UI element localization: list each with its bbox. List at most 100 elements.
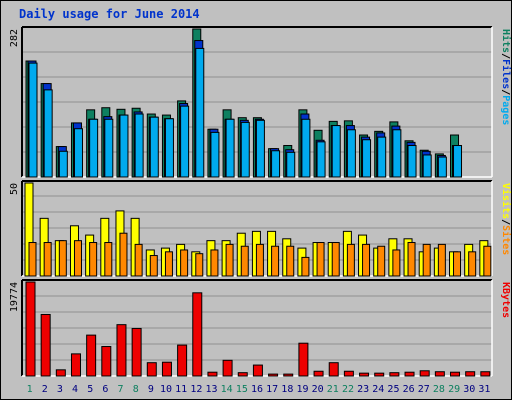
pages-bar: [362, 139, 372, 178]
panel-3-legend: KBytes: [500, 282, 511, 318]
pages-bar: [377, 136, 387, 178]
kbytes-bar: [86, 334, 97, 377]
pages-bar: [437, 156, 447, 178]
legend-entry: Files: [500, 59, 512, 89]
sites-bar: [468, 251, 477, 277]
sites-bar: [316, 242, 325, 277]
pages-bar: [104, 118, 114, 178]
sites-bar: [301, 256, 310, 277]
pages-bar: [407, 145, 417, 178]
y-max-label: 50: [9, 183, 20, 195]
legend-entry: /: [500, 53, 511, 59]
sites-bar: [483, 245, 492, 277]
day-label: 3: [57, 384, 63, 395]
day-label: 23: [357, 384, 369, 395]
kbytes-bar: [40, 313, 51, 377]
kbytes-bar: [116, 324, 127, 377]
pages-bar: [422, 154, 432, 178]
pages-bar: [331, 125, 341, 178]
day-label: 13: [205, 384, 217, 395]
sites-bar: [149, 255, 158, 277]
sites-bar: [195, 253, 204, 277]
kbytes-bar: [283, 373, 294, 377]
sites-bar: [271, 245, 280, 277]
pages-bar: [89, 118, 99, 178]
kbytes-bar: [252, 364, 263, 377]
legend-entry: Sites: [500, 225, 512, 255]
sites-bar: [28, 242, 37, 277]
pages-bar: [346, 129, 356, 178]
kbytes-bar: [177, 344, 188, 377]
pages-bar: [58, 150, 68, 178]
sites-bar: [407, 242, 416, 277]
pages-bar: [180, 105, 190, 178]
sites-bar: [73, 240, 82, 277]
day-label: 19: [296, 384, 308, 395]
pages-bar: [119, 114, 129, 178]
pages-bar: [149, 116, 159, 178]
day-label: 15: [236, 384, 248, 395]
pages-bar: [195, 47, 205, 178]
kbytes-bar: [222, 359, 233, 377]
kbytes-bar: [480, 371, 491, 377]
sites-bar: [104, 242, 113, 277]
chart-title: Daily usage for June 2014: [19, 7, 200, 21]
pages-bar: [453, 145, 463, 178]
day-label: 28: [433, 384, 445, 395]
sites-bar: [58, 240, 67, 277]
kbytes-bar: [55, 369, 66, 377]
pages-bar: [255, 119, 265, 178]
day-label: 31: [478, 384, 490, 395]
legend-entry: Hits: [500, 29, 512, 53]
kbytes-bar: [434, 371, 445, 377]
sites-bar: [346, 243, 355, 277]
sites-bar: [453, 251, 462, 277]
legend-entry: /: [500, 219, 511, 225]
day-label: 18: [281, 384, 293, 395]
sites-bar: [362, 243, 371, 277]
kbytes-bar: [25, 281, 36, 377]
kbytes-bar: [298, 342, 309, 377]
pages-bar: [271, 150, 281, 178]
day-label: 17: [266, 384, 278, 395]
pages-bar: [210, 131, 220, 178]
kbytes-bar: [237, 372, 248, 377]
sites-bar: [377, 245, 386, 277]
y-max-label: 19774: [9, 282, 20, 312]
pages-bar: [316, 141, 326, 178]
pages-bar: [43, 89, 53, 178]
day-label: 1: [27, 384, 33, 395]
day-label: 24: [372, 384, 384, 395]
day-label: 26: [403, 384, 415, 395]
kbytes-bar: [328, 362, 339, 377]
day-label: 21: [327, 384, 339, 395]
day-label: 4: [72, 384, 78, 395]
pages-bar: [73, 128, 83, 178]
day-label: 6: [102, 384, 108, 395]
sites-bar: [255, 243, 264, 277]
pages-bar: [164, 118, 174, 178]
legend-entry: KBytes: [500, 282, 511, 318]
kbytes-bar: [313, 370, 324, 377]
kbytes-bar: [389, 372, 400, 377]
legend-entry: /: [500, 89, 511, 95]
kbytes-bar: [70, 353, 81, 377]
kbytes-bar: [207, 371, 218, 377]
legend-entry: Visits: [500, 183, 512, 219]
sites-bar: [119, 232, 128, 277]
pages-bar: [134, 113, 144, 178]
kbytes-bar: [359, 372, 370, 377]
kbytes-bar: [101, 346, 112, 377]
sites-bar: [392, 249, 401, 277]
pages-bar: [392, 129, 402, 178]
panel-2-legend: Visits/Sites: [500, 183, 512, 255]
pages-bar: [240, 121, 250, 178]
day-label: 22: [342, 384, 354, 395]
pages-bar: [286, 151, 296, 178]
sites-bar: [210, 249, 219, 277]
legend-entry: Pages: [500, 95, 511, 125]
day-label: 29: [448, 384, 460, 395]
kbytes-bar: [192, 292, 203, 377]
pages-bar: [225, 118, 235, 178]
day-label: 30: [463, 384, 475, 395]
